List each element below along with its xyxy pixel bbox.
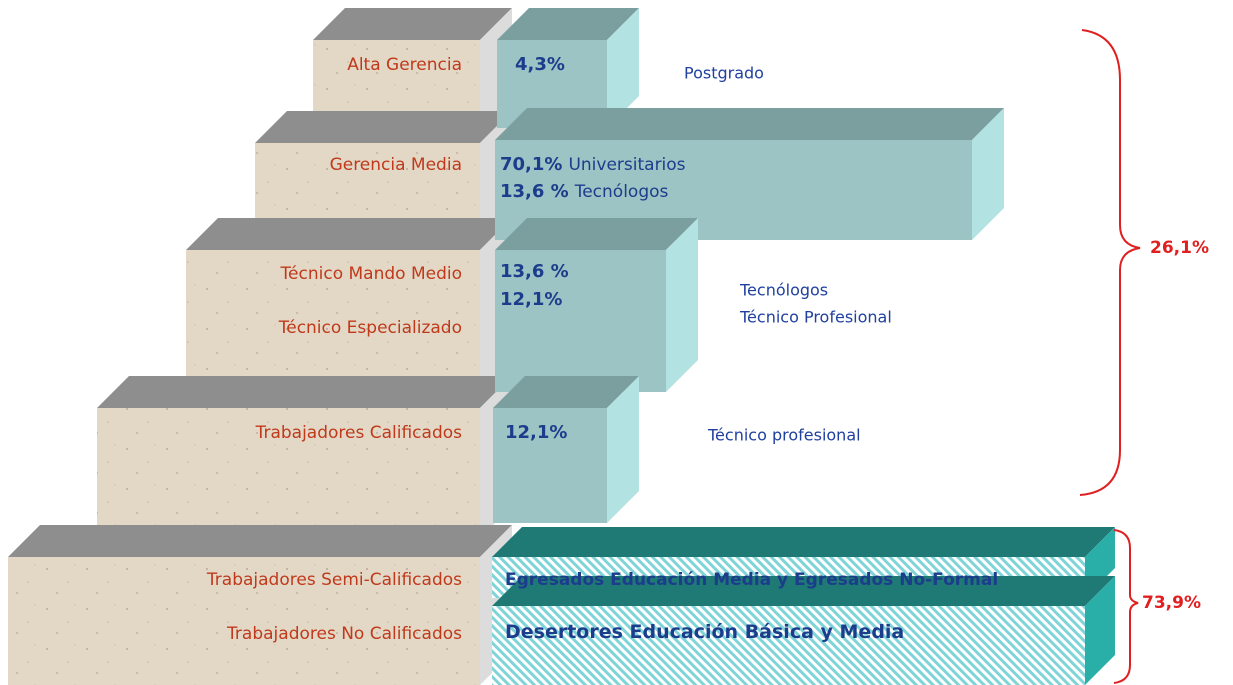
bracket-label: 26,1%: [1150, 238, 1209, 258]
block-top: [493, 376, 639, 408]
box-label: Universitarios: [568, 155, 685, 175]
block-side: [607, 376, 639, 523]
side-note: Postgrado: [684, 64, 764, 83]
block-top: [492, 527, 1115, 557]
block-side: [1085, 576, 1115, 685]
box-label: Egresados Educación Media y Egresados No…: [505, 570, 998, 590]
box-percent: 70,1%: [500, 154, 562, 175]
block-front: [97, 408, 480, 538]
box-percent: 13,6 %: [500, 181, 569, 202]
box-text: Desertores Educación Básica y Media: [505, 621, 904, 643]
block-side: [607, 8, 639, 128]
box-text: 4,3%: [515, 54, 565, 75]
block-top: [97, 376, 512, 408]
level-label: Trabajadores Semi-Calificados: [206, 570, 462, 590]
box-label: Tecnólogos: [574, 182, 669, 202]
box-percent: 4,3%: [515, 54, 565, 75]
box-percent: 12,1%: [505, 422, 567, 443]
level-label: Trabajadores Calificados: [255, 423, 463, 443]
box-text: Egresados Educación Media y Egresados No…: [505, 570, 998, 590]
block-front: [493, 408, 607, 523]
level-label: Técnico Mando Medio: [280, 264, 462, 284]
box-text: 12,1%: [500, 289, 562, 310]
block-front: [495, 250, 666, 392]
block-front: [8, 557, 480, 685]
side-note: Técnico Profesional: [739, 308, 892, 327]
box-percent: 12,1%: [500, 289, 562, 310]
block-top: [255, 111, 512, 143]
block-top: [186, 218, 512, 250]
block-top: [8, 525, 512, 557]
box-text: 12,1%: [505, 422, 567, 443]
block-top: [495, 218, 698, 250]
block-side: [666, 218, 698, 392]
block-front: [186, 250, 480, 392]
side-note: Tecnólogos: [739, 281, 828, 300]
block-top: [497, 8, 639, 40]
level-label: Gerencia Media: [330, 155, 462, 175]
level-label: Alta Gerencia: [347, 55, 462, 75]
block-top: [495, 108, 1004, 140]
level-label: Técnico Especializado: [278, 318, 462, 338]
box-text: 13,6 %: [500, 261, 569, 282]
box-label: Desertores Educación Básica y Media: [505, 621, 904, 643]
block-top: [492, 576, 1115, 606]
bracket: [1113, 529, 1139, 684]
bracket-label: 73,9%: [1142, 593, 1201, 613]
bracket: [1079, 29, 1141, 496]
side-note: Técnico profesional: [707, 426, 861, 445]
box-text: 70,1% Universitarios: [500, 154, 686, 175]
box-text: 13,6 % Tecnólogos: [500, 181, 669, 202]
block-front: [492, 606, 1085, 685]
block-top: [313, 8, 512, 40]
level-label: Trabajadores No Calificados: [226, 624, 462, 644]
block-side: [972, 108, 1004, 240]
box-percent: 13,6 %: [500, 261, 569, 282]
